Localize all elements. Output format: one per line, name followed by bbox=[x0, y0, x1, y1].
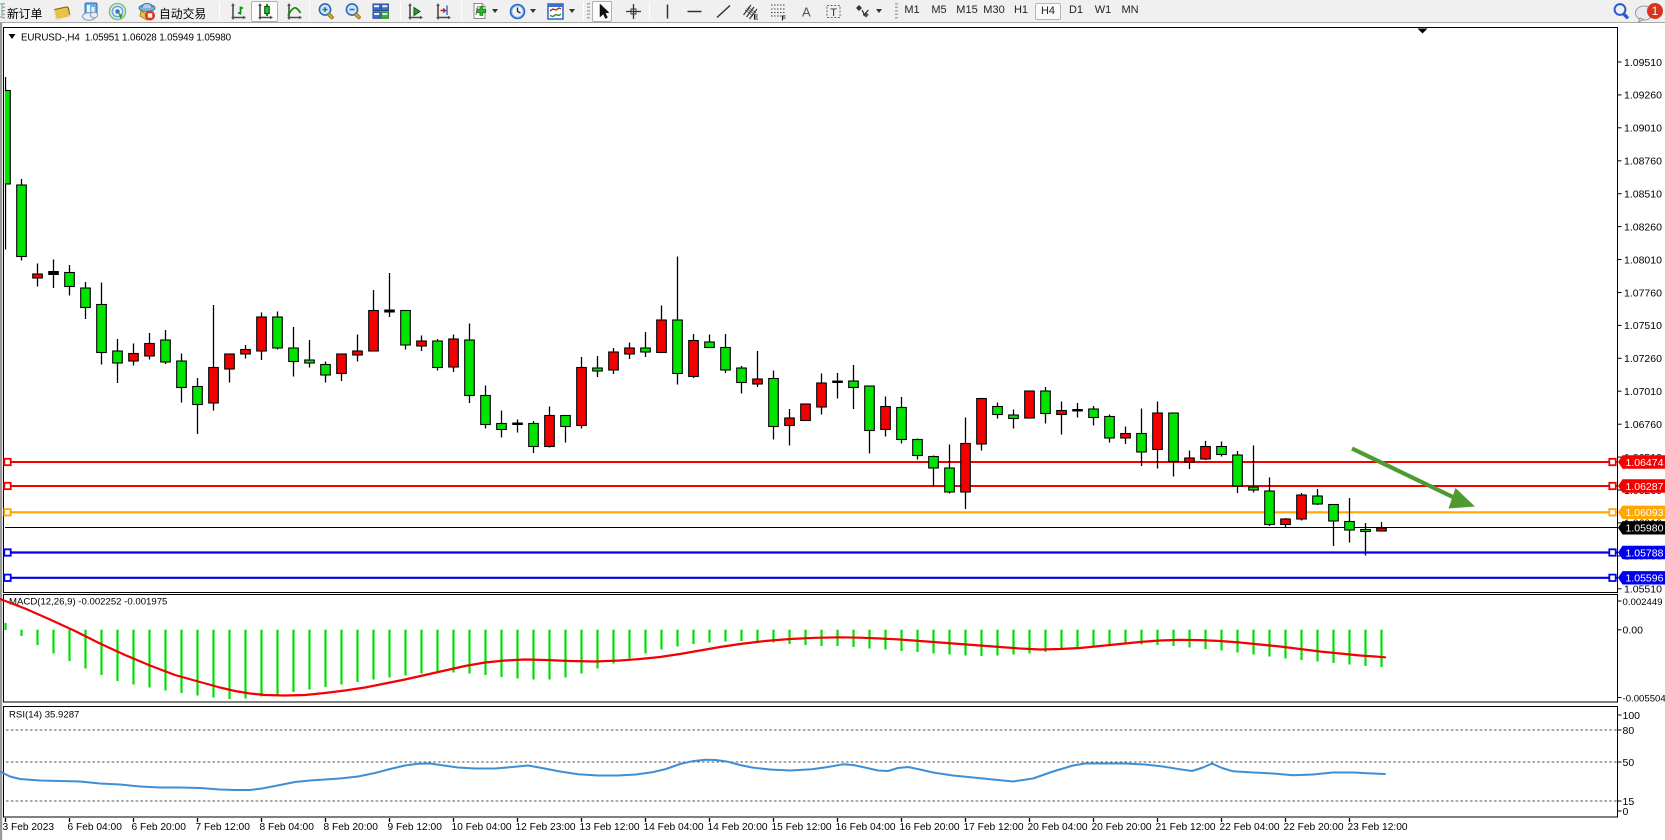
svg-text:1.05510: 1.05510 bbox=[1624, 584, 1662, 596]
svg-text:1.08010: 1.08010 bbox=[1624, 254, 1662, 266]
svg-text:20 Feb 04:00: 20 Feb 04:00 bbox=[1028, 822, 1088, 833]
svg-text:1.09510: 1.09510 bbox=[1624, 57, 1662, 69]
svg-text:T: T bbox=[830, 7, 837, 19]
svg-text:8 Feb 20:00: 8 Feb 20:00 bbox=[324, 822, 379, 833]
svg-text:1.08760: 1.08760 bbox=[1624, 156, 1662, 168]
svg-text:20 Feb 20:00: 20 Feb 20:00 bbox=[1092, 822, 1152, 833]
svg-text:23 Feb 12:00: 23 Feb 12:00 bbox=[1348, 822, 1408, 833]
svg-text:6 Feb 20:00: 6 Feb 20:00 bbox=[132, 822, 187, 833]
svg-text:0: 0 bbox=[1623, 806, 1629, 818]
svg-text:MACD(12,26,9) -0.002252 -0.001: MACD(12,26,9) -0.002252 -0.001975 bbox=[9, 597, 167, 608]
svg-text:50: 50 bbox=[1623, 757, 1635, 769]
svg-text:1.05980: 1.05980 bbox=[1626, 523, 1664, 535]
svg-text:0.00: 0.00 bbox=[1623, 625, 1644, 637]
svg-text:22 Feb 20:00: 22 Feb 20:00 bbox=[1284, 822, 1344, 833]
svg-text:16 Feb 20:00: 16 Feb 20:00 bbox=[900, 822, 960, 833]
svg-text:17 Feb 12:00: 17 Feb 12:00 bbox=[964, 822, 1024, 833]
svg-text:100: 100 bbox=[1623, 710, 1641, 722]
svg-text:F: F bbox=[782, 16, 787, 22]
svg-text:7 Feb 12:00: 7 Feb 12:00 bbox=[196, 822, 251, 833]
svg-text:0.002449: 0.002449 bbox=[1623, 597, 1663, 608]
svg-text:1.07760: 1.07760 bbox=[1624, 287, 1662, 299]
svg-text:14 Feb 04:00: 14 Feb 04:00 bbox=[644, 822, 704, 833]
svg-text:13 Feb 12:00: 13 Feb 12:00 bbox=[580, 822, 640, 833]
svg-text:1.08510: 1.08510 bbox=[1624, 189, 1662, 201]
svg-text:15: 15 bbox=[1623, 796, 1635, 808]
svg-text:1.09010: 1.09010 bbox=[1624, 123, 1662, 135]
svg-text:3 Feb 2023: 3 Feb 2023 bbox=[3, 822, 55, 833]
svg-text:12 Feb 23:00: 12 Feb 23:00 bbox=[516, 822, 576, 833]
svg-text:1.05596: 1.05596 bbox=[1626, 573, 1664, 585]
svg-text:E: E bbox=[754, 15, 759, 22]
svg-text:1.07260: 1.07260 bbox=[1624, 353, 1662, 365]
svg-text:80: 80 bbox=[1623, 725, 1635, 737]
svg-text:1.06474: 1.06474 bbox=[1626, 457, 1664, 469]
svg-text:15 Feb 12:00: 15 Feb 12:00 bbox=[772, 822, 832, 833]
svg-text:8 Feb 04:00: 8 Feb 04:00 bbox=[260, 822, 315, 833]
svg-text:1.05788: 1.05788 bbox=[1626, 547, 1664, 559]
svg-text:1.08260: 1.08260 bbox=[1624, 221, 1662, 233]
svg-text:21 Feb 12:00: 21 Feb 12:00 bbox=[1156, 822, 1216, 833]
svg-text:-0.005504: -0.005504 bbox=[1623, 693, 1665, 704]
svg-text:1: 1 bbox=[1652, 4, 1659, 18]
svg-text:1.07010: 1.07010 bbox=[1624, 386, 1662, 398]
svg-text:16 Feb 04:00: 16 Feb 04:00 bbox=[836, 822, 896, 833]
svg-text:1.06760: 1.06760 bbox=[1624, 419, 1662, 431]
svg-text:EURUSD-,H4 1.05951 1.06028 1.: EURUSD-,H4 1.05951 1.06028 1.05949 1.059… bbox=[21, 32, 232, 43]
svg-text:A: A bbox=[802, 5, 811, 20]
svg-text:RSI(14) 35.9287: RSI(14) 35.9287 bbox=[9, 710, 79, 721]
svg-text:22 Feb 04:00: 22 Feb 04:00 bbox=[1220, 822, 1280, 833]
svg-text:14 Feb 20:00: 14 Feb 20:00 bbox=[708, 822, 768, 833]
svg-text:1.07510: 1.07510 bbox=[1624, 320, 1662, 332]
svg-text:6 Feb 04:00: 6 Feb 04:00 bbox=[68, 822, 123, 833]
svg-text:1.06287: 1.06287 bbox=[1626, 481, 1664, 493]
svg-text:1.06093: 1.06093 bbox=[1626, 507, 1664, 519]
svg-text:1.09260: 1.09260 bbox=[1624, 90, 1662, 102]
svg-text:9 Feb 12:00: 9 Feb 12:00 bbox=[388, 822, 443, 833]
svg-text:10 Feb 04:00: 10 Feb 04:00 bbox=[452, 822, 512, 833]
